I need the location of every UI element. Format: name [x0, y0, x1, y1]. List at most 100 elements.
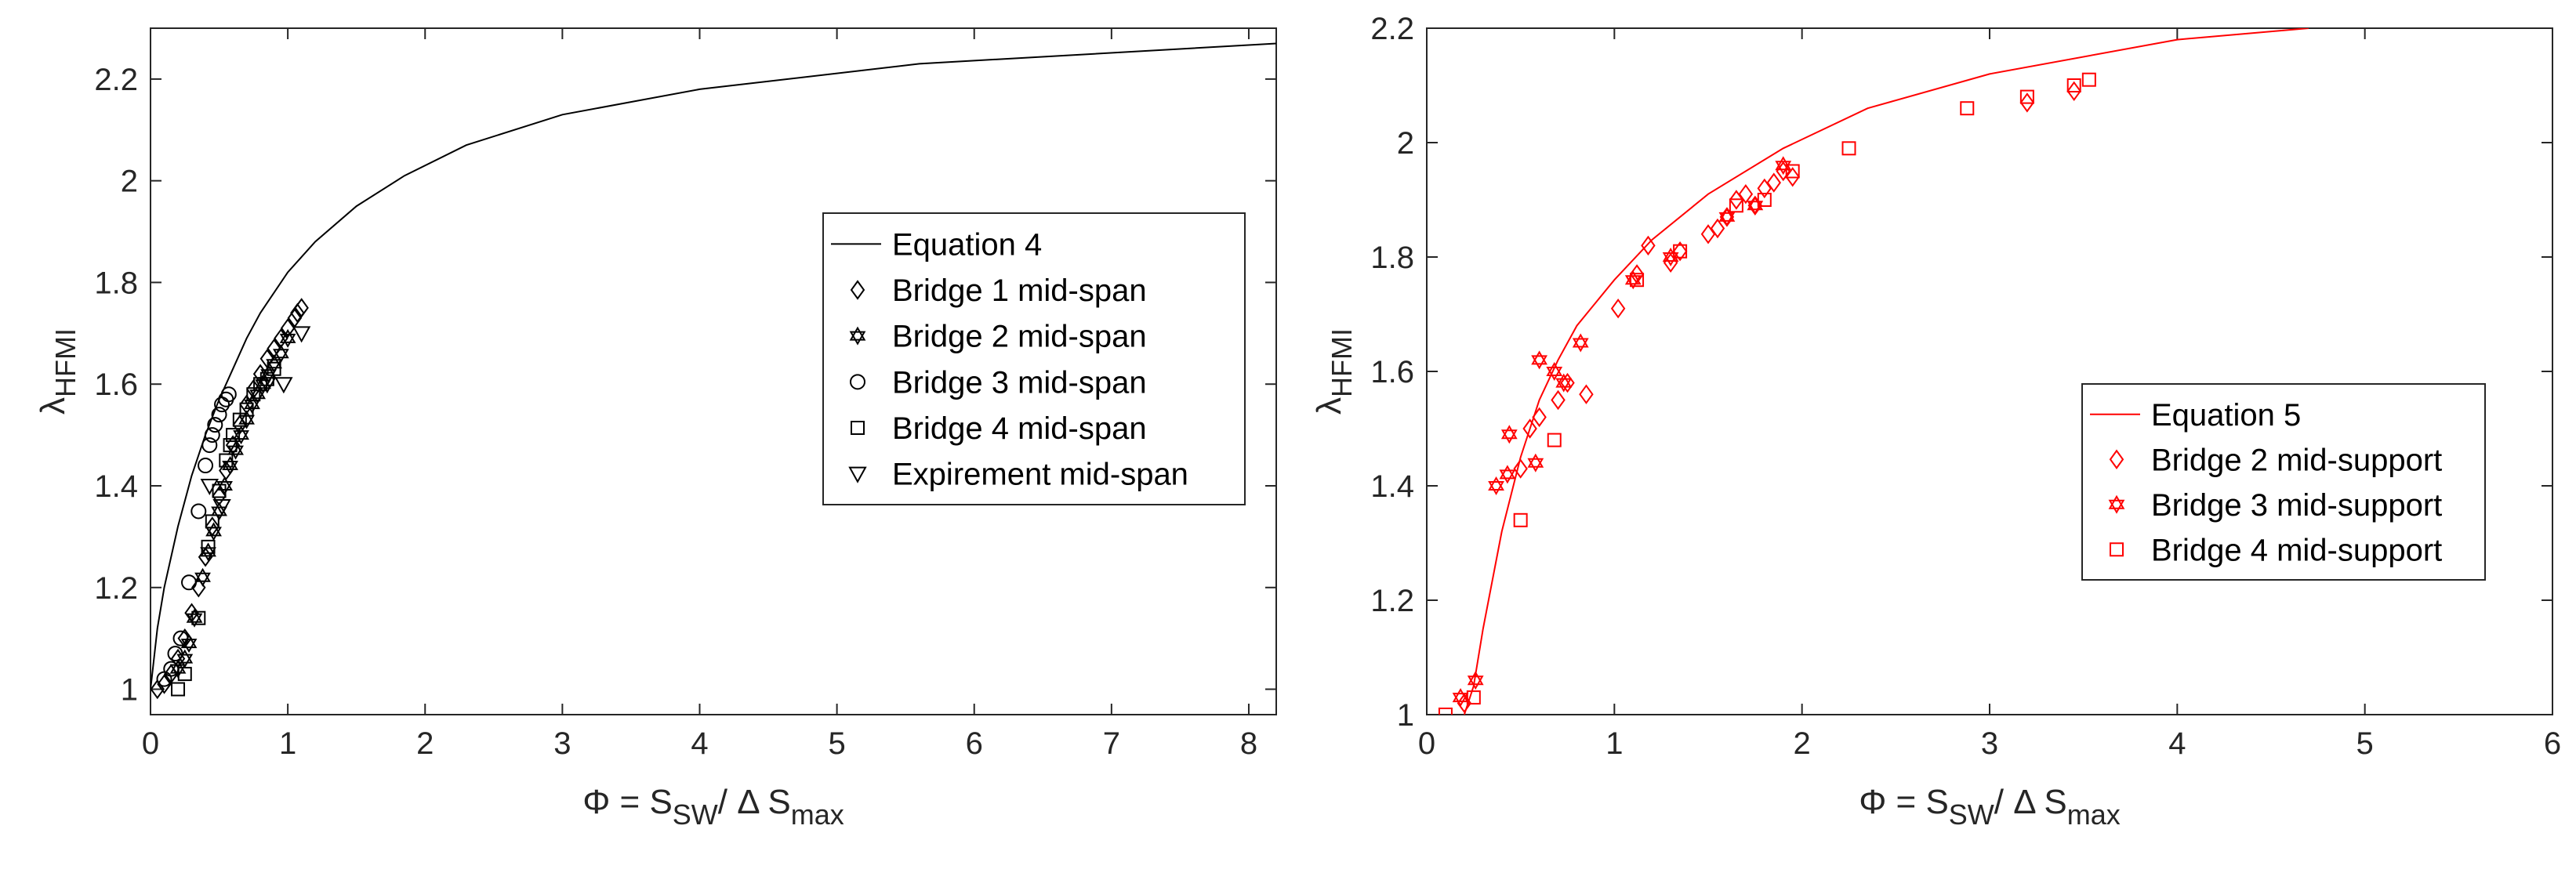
- data-point-diamond: [294, 298, 309, 318]
- data-point-square: [201, 539, 216, 554]
- x-tick-label: 4: [2168, 726, 2186, 761]
- data-point-square: [1729, 198, 1743, 213]
- y-tick-label: 2: [121, 165, 138, 199]
- legend-marker-star: [2108, 494, 2125, 514]
- series-line: [1463, 28, 2309, 715]
- y-tick-label: 1: [1397, 698, 1414, 733]
- x-tick-label: 6: [2544, 726, 2561, 761]
- x-tick-label: 3: [1981, 726, 1998, 761]
- legend-label: Equation 5: [2151, 398, 2301, 433]
- data-point-diamond: [1766, 172, 1782, 193]
- data-point-triangle-down: [200, 479, 220, 496]
- series-2: [1457, 81, 2081, 714]
- data-point-star: [194, 567, 211, 587]
- x-tick-label: 8: [1240, 726, 1257, 761]
- x-tick-label: 2: [416, 726, 434, 761]
- data-point-square: [1438, 708, 1453, 715]
- y-tick-label: 1.2: [1370, 584, 1414, 618]
- y-tick-label: 1.6: [1370, 355, 1414, 389]
- data-point-square: [171, 682, 186, 697]
- plot-frame: [1426, 27, 2553, 715]
- data-point-triangle-down: [212, 498, 231, 516]
- y-tick-label: 1.8: [94, 266, 138, 300]
- data-point-square: [1757, 193, 1772, 207]
- data-point-square: [1547, 433, 1562, 447]
- series-4: [1438, 72, 2096, 715]
- x-tick-label: 6: [966, 726, 983, 761]
- legend-item: Bridge 4 mid-support: [2110, 533, 2442, 567]
- data-point-diamond: [1610, 298, 1626, 319]
- x-axis-title: Φ = SSW/ Δ Smax: [1859, 783, 2121, 831]
- legend-label: Bridge 4 mid-support: [2151, 533, 2442, 567]
- data-point-star: [222, 456, 238, 476]
- legend-label: Bridge 3 mid-support: [2151, 488, 2442, 523]
- legend-marker-diamond: [850, 280, 865, 300]
- legend-marker-star: [849, 326, 866, 346]
- chart-2: 0 1 2 3 4 5 611.21.41.61.822.2Φ = SSW/ Δ Smaxλ…: [1310, 12, 2561, 831]
- data-point-diamond: [1457, 693, 1472, 714]
- data-point-square: [191, 610, 206, 625]
- data-point-diamond: [280, 318, 296, 339]
- chart-1: 0 1 2 3 4 5 6 7 811.21.41.61.822.2Φ = SSW/ Δ Sma…: [34, 27, 1277, 831]
- data-point-star: [279, 328, 296, 348]
- x-tick-label: 0: [1418, 726, 1435, 761]
- y-axis-title: λHFMI: [34, 328, 82, 415]
- data-point-square: [226, 428, 241, 443]
- data-point-diamond: [1579, 384, 1594, 404]
- series-3: [169, 328, 296, 679]
- y-axis-title: λHFMI: [1310, 328, 1358, 415]
- data-point-diamond: [1672, 241, 1688, 262]
- legend-item: Bridge 3 mid-support: [2108, 488, 2442, 523]
- x-tick-label: 4: [691, 726, 708, 761]
- data-point-diamond: [1710, 218, 1725, 239]
- y-tick-label: 1.6: [94, 368, 138, 402]
- series-5: [171, 361, 281, 697]
- legend-label: Expirement mid-span: [892, 458, 1188, 492]
- y-tick-label: 1.4: [94, 469, 138, 504]
- data-point-circle: [220, 386, 237, 403]
- legend-box: [822, 212, 1246, 505]
- x-axis-title: Φ = SSW/ Δ Smax: [582, 783, 844, 831]
- data-point-triangle-down: [274, 377, 293, 394]
- data-point-circle: [207, 417, 223, 433]
- data-point-star: [1718, 207, 1736, 226]
- data-point-triangle-down: [292, 326, 311, 343]
- data-point-star: [186, 608, 203, 628]
- plot-area: [151, 42, 1276, 700]
- legend-item: Bridge 2 mid-span: [849, 320, 1147, 354]
- plot-frame: [150, 27, 1277, 715]
- data-point-circle: [172, 630, 189, 646]
- y-tick-label: 1: [121, 673, 138, 708]
- data-point-diamond: [1738, 183, 1754, 205]
- data-point-square: [267, 361, 281, 376]
- series-2: [151, 298, 309, 700]
- x-tick-label: 0: [142, 726, 159, 761]
- data-point-diamond: [157, 674, 172, 694]
- data-point-diamond: [1663, 252, 1678, 273]
- series-6: [200, 326, 311, 516]
- y-tick-label: 1.8: [1370, 241, 1414, 275]
- legend: Equation 5 Bridge 2 mid-support Bridge 3 m…: [2081, 383, 2486, 581]
- legend-label: Bridge 1 mid-span: [892, 273, 1147, 308]
- data-point-diamond: [1757, 178, 1772, 199]
- legend-label: Equation 4: [892, 227, 1042, 262]
- legend-marker-triangle-down: [848, 466, 867, 483]
- y-tick-label: 1.4: [1370, 469, 1414, 504]
- data-point-diamond: [1551, 389, 1566, 411]
- data-point-star: [1555, 373, 1573, 393]
- data-point-square: [2066, 78, 2081, 92]
- data-point-square: [1841, 141, 1856, 156]
- data-point-circle: [198, 458, 214, 474]
- legend-item: Bridge 1 mid-span: [850, 273, 1147, 308]
- x-tick-label: 5: [828, 726, 845, 761]
- data-point-star: [1531, 350, 1547, 370]
- legend-item: Bridge 3 mid-span: [850, 365, 1147, 400]
- data-point-star: [1467, 671, 1484, 690]
- data-point-square: [1466, 690, 1481, 705]
- data-point-square: [1785, 164, 1800, 179]
- legend-label: Bridge 2 mid-support: [2151, 443, 2442, 477]
- legend-item: Equation 5: [2090, 398, 2301, 433]
- data-point-circle: [190, 503, 207, 520]
- data-point-diamond: [1560, 372, 1575, 393]
